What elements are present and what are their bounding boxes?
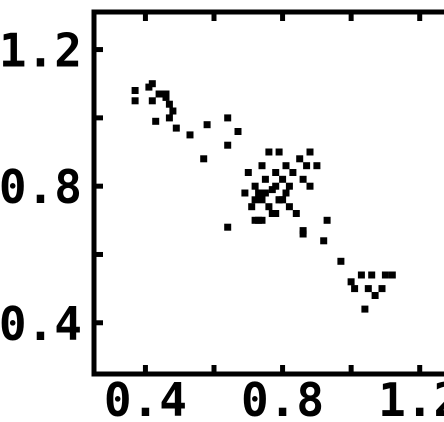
plot-frame	[91, 9, 444, 377]
data-point	[261, 175, 269, 183]
data-point	[261, 189, 269, 197]
data-point	[200, 155, 208, 163]
data-point	[282, 189, 290, 197]
data-point	[162, 93, 170, 101]
data-point	[282, 162, 290, 170]
data-point	[224, 223, 232, 231]
data-point	[272, 182, 280, 190]
data-point	[251, 182, 259, 190]
data-point	[313, 162, 321, 170]
data-point	[186, 131, 194, 139]
data-point	[285, 203, 293, 211]
data-point	[244, 169, 252, 176]
data-point	[364, 285, 372, 293]
data-point	[148, 80, 156, 88]
data-point	[299, 175, 307, 183]
data-point	[388, 271, 396, 279]
x-tick-label: 1.2	[378, 373, 444, 422]
data-point	[131, 87, 139, 94]
data-point	[234, 128, 242, 135]
data-point	[131, 97, 139, 105]
data-point	[258, 162, 266, 170]
y-tick-label: 0.4	[0, 297, 82, 351]
data-point	[306, 148, 314, 156]
data-point	[368, 271, 376, 279]
data-point	[347, 278, 355, 286]
data-point	[320, 237, 328, 245]
data-point	[258, 216, 266, 224]
data-point	[165, 114, 173, 122]
x-tick-label: 0.8	[241, 373, 324, 422]
data-point	[224, 141, 232, 149]
data-point	[169, 107, 177, 115]
x-tick-label: 0.4	[104, 373, 187, 422]
data-point	[148, 97, 156, 105]
data-point	[251, 196, 259, 204]
data-point	[285, 182, 293, 190]
data-point	[265, 203, 273, 211]
y-axis-labels: 0.4 0.8 1.2	[0, 24, 82, 351]
data-point	[351, 285, 359, 293]
data-point	[248, 203, 256, 211]
data-point	[165, 100, 173, 108]
data-point	[275, 148, 283, 156]
data-point	[224, 114, 232, 122]
y-tick-label: 0.8	[0, 160, 82, 214]
data-point	[255, 189, 263, 197]
data-point	[275, 196, 283, 204]
data-point	[292, 210, 300, 217]
data-point	[272, 210, 280, 217]
data-point	[203, 121, 211, 129]
data-point	[378, 285, 386, 293]
data-point	[272, 169, 280, 176]
data-point	[306, 182, 314, 190]
y-tick-label: 1.2	[0, 24, 82, 78]
data-point	[357, 271, 365, 279]
data-point	[323, 216, 331, 224]
data-point	[279, 175, 287, 183]
data-point	[155, 90, 163, 98]
data-point	[265, 148, 273, 156]
data-point	[371, 292, 379, 299]
data-point	[361, 305, 369, 313]
data-points	[131, 80, 396, 313]
data-point	[172, 124, 180, 132]
data-point	[303, 162, 311, 170]
data-point	[152, 117, 160, 125]
data-point	[251, 216, 259, 224]
data-point	[258, 196, 266, 204]
data-point	[299, 230, 307, 238]
data-point	[381, 271, 389, 279]
x-axis-labels: 0.4 0.8 1.2	[104, 373, 444, 422]
data-point	[241, 189, 249, 197]
data-point	[337, 257, 345, 265]
data-point	[289, 169, 297, 176]
data-point	[296, 155, 304, 163]
